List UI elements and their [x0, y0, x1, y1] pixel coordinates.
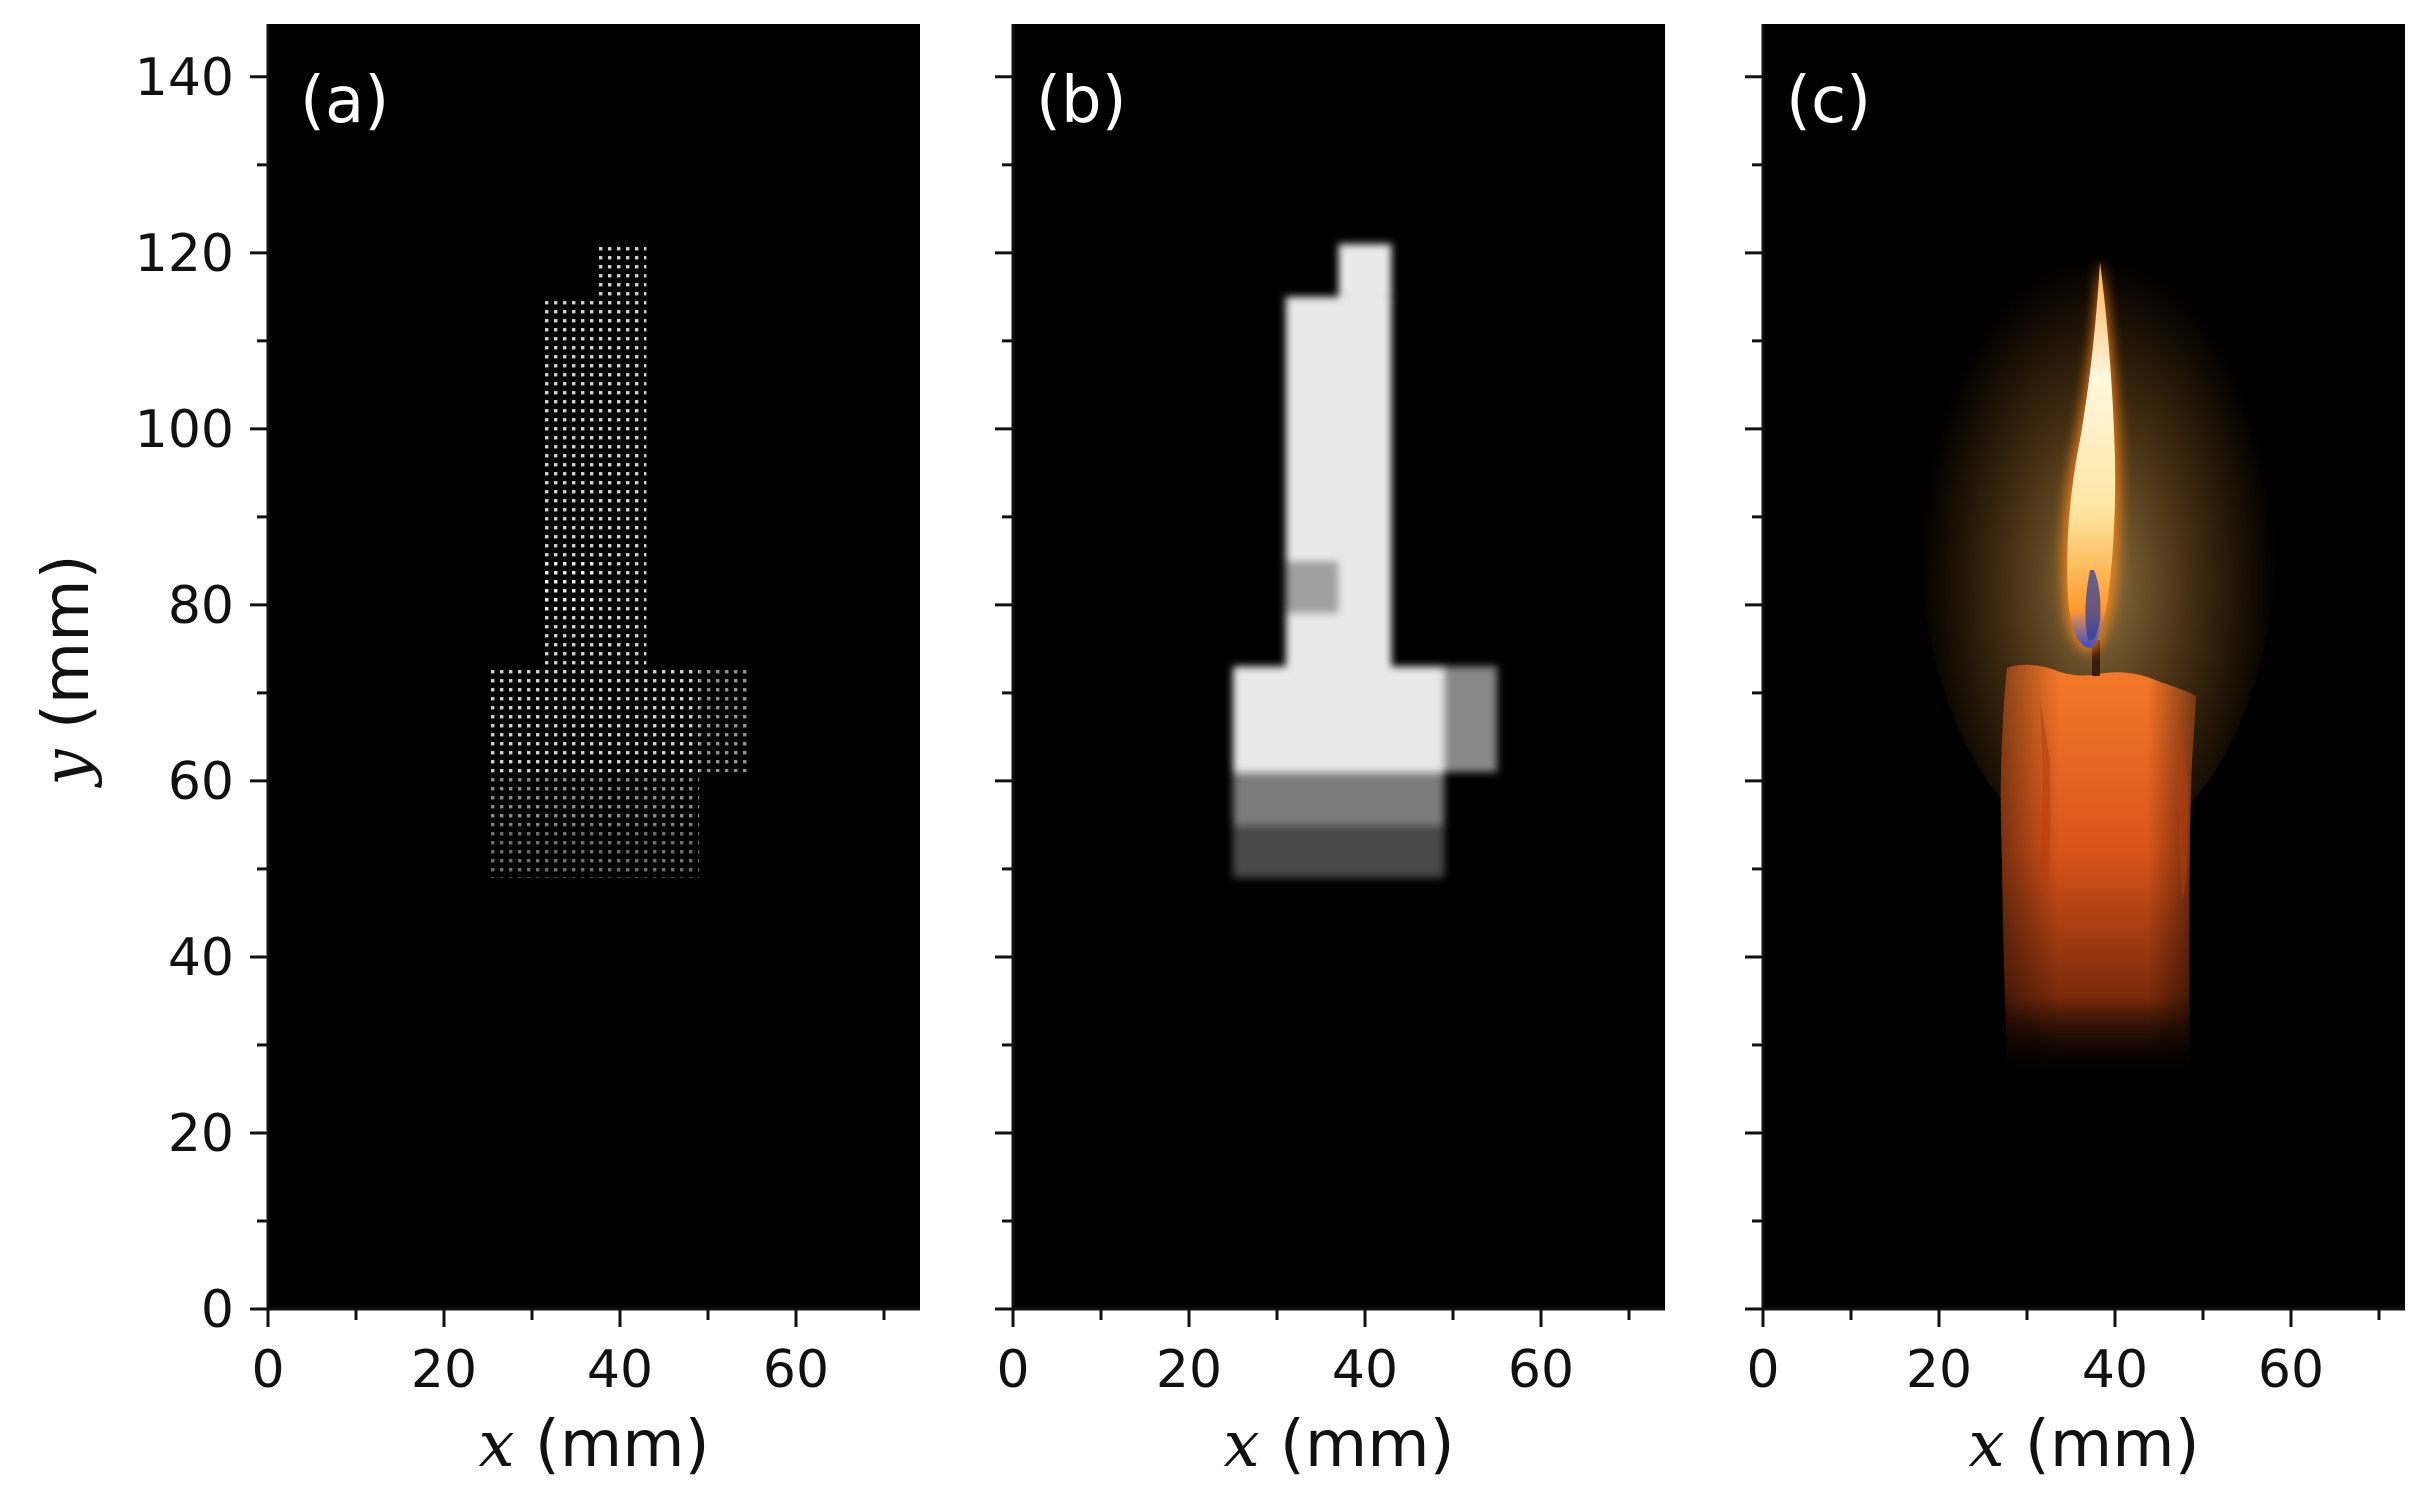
panel-c-label: (c)	[1786, 64, 1871, 138]
panel-a-ticks: 0 20 40 60	[250, 24, 920, 1400]
x-tick-label: 20	[1156, 1340, 1222, 1400]
y-tick-label: 80	[168, 576, 234, 636]
y-axis-label: y (mm)	[30, 554, 104, 788]
y-tick-label: 100	[135, 400, 234, 460]
flame	[2067, 262, 2116, 648]
y-tick-labels: 0 20 40 60 80 100 120 140	[135, 48, 234, 1340]
reconstruction-block	[1444, 666, 1497, 773]
y-tick-label: 140	[135, 48, 234, 108]
panel-a-x-axis-label: x (mm)	[478, 1408, 709, 1482]
dot-region	[699, 666, 752, 773]
x-tick-label: 60	[2258, 1340, 2324, 1400]
dot-region	[488, 824, 700, 878]
wick	[2092, 640, 2100, 676]
panel-b-ticks: 0 20 40 60	[995, 24, 1665, 1400]
panel-b-label: (b)	[1036, 64, 1127, 138]
y-tick-label: 40	[168, 928, 234, 988]
wax-drip-2	[2178, 720, 2189, 900]
panel-a-dot-pattern	[488, 244, 752, 878]
reconstruction-block	[1233, 666, 1445, 773]
reconstruction-block	[1338, 244, 1392, 297]
reconstruction-block	[1233, 824, 1445, 878]
panel-a: 0 20 40 60 (a) x (mm)	[250, 24, 920, 1482]
candle-photo	[1918, 190, 2278, 1080]
candle-shading	[2000, 664, 2196, 1080]
y-tick-label: 60	[168, 752, 234, 812]
y-tick-label: 120	[135, 224, 234, 284]
panel-c: 0 20 40 60 (c) x (mm)	[1745, 24, 2405, 1482]
panel-a-label: (a)	[300, 64, 389, 138]
dot-region	[488, 666, 700, 773]
panel-c-x-axis-label: x (mm)	[1968, 1408, 2199, 1482]
y-tick-label: 0	[201, 1280, 234, 1340]
panel-c-ticks: 0 20 40 60	[1745, 24, 2405, 1400]
dot-region	[593, 244, 647, 297]
panel-b: 0 20 40 60 (b) x (mm)	[995, 24, 1665, 1482]
x-tick-label: 0	[996, 1340, 1029, 1400]
dot-region	[488, 772, 700, 825]
x-tick-label: 0	[251, 1340, 284, 1400]
dot-region	[540, 560, 594, 614]
x-tick-label: 20	[1906, 1340, 1972, 1400]
flame-core	[2085, 570, 2101, 641]
x-tick-label: 40	[587, 1340, 653, 1400]
x-tick-label: 0	[1746, 1340, 1779, 1400]
x-tick-label: 20	[411, 1340, 477, 1400]
x-tick-label: 60	[763, 1340, 829, 1400]
x-tick-label: 60	[1508, 1340, 1574, 1400]
panel-b-reconstruction	[1233, 244, 1497, 878]
wax-drip	[2039, 700, 2051, 900]
reconstruction-block	[1233, 772, 1445, 825]
panel-b-x-axis-label: x (mm)	[1223, 1408, 1454, 1482]
reconstruction-block	[1285, 560, 1339, 614]
y-tick-label: 20	[168, 1104, 234, 1164]
x-tick-label: 40	[2082, 1340, 2148, 1400]
x-tick-label: 40	[1332, 1340, 1398, 1400]
